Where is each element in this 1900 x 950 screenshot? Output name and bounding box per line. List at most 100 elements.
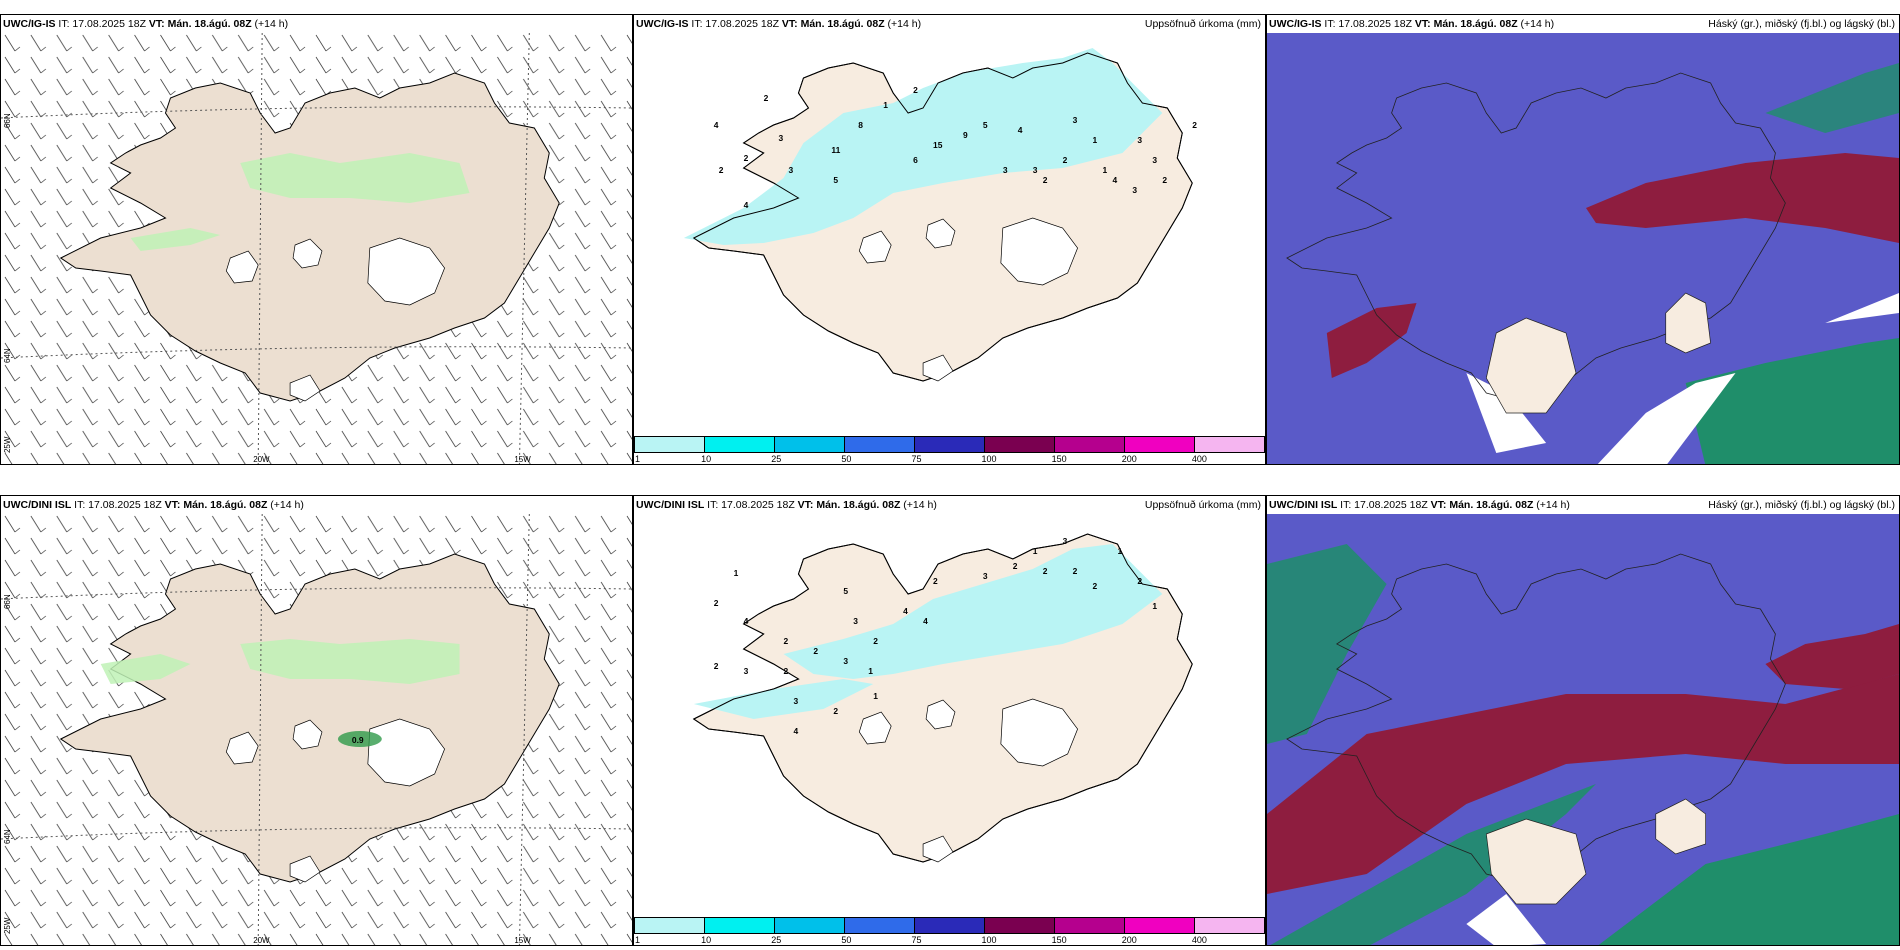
precip-colorbar: 1 10 25 50 75 100 150 200 400 bbox=[634, 917, 1265, 945]
colorbar-cell bbox=[1125, 918, 1195, 933]
colorbar-cell bbox=[775, 918, 845, 933]
colorbar-cell bbox=[915, 918, 985, 933]
precip-value: 8 bbox=[858, 120, 863, 130]
colorbar-cell bbox=[1055, 918, 1125, 933]
grid-label-20w: 20W bbox=[253, 455, 270, 464]
precip-value: 3 bbox=[1132, 185, 1137, 195]
svg-text:25W: 25W bbox=[3, 917, 12, 934]
precip-value: 4 bbox=[744, 200, 749, 210]
high-cloud-area bbox=[1585, 153, 1899, 243]
panel-title: Uppsöfnuð úrkoma (mm) bbox=[1144, 18, 1261, 30]
wind-max-area bbox=[337, 731, 382, 747]
precip-value: 2 bbox=[1043, 566, 1048, 576]
colorbar-tick: 200 bbox=[1121, 454, 1137, 464]
colorbar-cell bbox=[845, 918, 915, 933]
green-wind-area bbox=[240, 153, 470, 203]
precip-value: 2 bbox=[1137, 576, 1142, 586]
precip-map: 2 4 3 2 2 3 4 5 8 11 15 9 5 4 6 3 3 2 2 1 3 2 1 1 3 4 3 2 3 2 bbox=[634, 33, 1265, 436]
panel-header: UWC/IG-IS IT: 17.08.2025 18Z VT: Mán. 18… bbox=[634, 15, 1265, 33]
precip-area bbox=[683, 48, 1163, 245]
precip-value: 3 bbox=[843, 656, 848, 666]
precip-value: 4 bbox=[793, 726, 798, 736]
precip-value: 2 bbox=[833, 706, 838, 716]
panel-header: UWC/IG-IS IT: 17.08.2025 18Z VT: Mán. 18… bbox=[1267, 15, 1899, 33]
panel-header: UWC/DINI ISL IT: 17.08.2025 18Z VT: Mán.… bbox=[1267, 496, 1899, 514]
map-panel-wind-top: UWC/IG-IS IT: 17.08.2025 18Z VT: Mán. 18… bbox=[0, 14, 633, 465]
colorbar-tick: 200 bbox=[1121, 935, 1137, 945]
colorbar-cell bbox=[1125, 437, 1195, 452]
precip-value: 2 bbox=[913, 85, 918, 95]
precip-value: 3 bbox=[1063, 536, 1068, 546]
precip-value: 1 bbox=[868, 666, 873, 676]
precip-value: 1 bbox=[873, 691, 878, 701]
colorbar-tick: 75 bbox=[911, 935, 922, 945]
colorbar-tick: 75 bbox=[911, 454, 922, 464]
panel-header: UWC/DINI ISL IT: 17.08.2025 18Z VT: Mán.… bbox=[3, 499, 304, 511]
precip-value: 15 bbox=[933, 140, 943, 150]
precip-value: 1 bbox=[883, 100, 888, 110]
svg-text:20W: 20W bbox=[253, 936, 270, 945]
precip-value: 2 bbox=[1043, 175, 1048, 185]
precip-value: 2 bbox=[764, 93, 769, 103]
colorbar-cell bbox=[1055, 437, 1125, 452]
precip-value: 2 bbox=[873, 636, 878, 646]
precip-value: 1 bbox=[1152, 601, 1157, 611]
precip-value: 3 bbox=[1003, 165, 1008, 175]
precip-value: 4 bbox=[714, 120, 719, 130]
cloud-map bbox=[1267, 33, 1899, 464]
colorbar-cell bbox=[985, 918, 1055, 933]
precip-colorbar: 1 10 25 50 75 100 150 200 400 bbox=[634, 436, 1265, 464]
cloud-map bbox=[1267, 514, 1899, 945]
colorbar-cell bbox=[635, 437, 705, 452]
precip-value: 2 bbox=[1192, 120, 1197, 130]
colorbar-cell bbox=[775, 437, 845, 452]
precip-value: 3 bbox=[1073, 115, 1078, 125]
precip-value: 11 bbox=[831, 145, 840, 155]
precip-value: 3 bbox=[1137, 135, 1142, 145]
grid-label-66n: 66N bbox=[3, 113, 12, 128]
colorbar-tick: 400 bbox=[1191, 935, 1207, 945]
colorbar-tick: 1 bbox=[635, 935, 641, 945]
colorbar-tick: 150 bbox=[1051, 935, 1067, 945]
precip-value: 2 bbox=[784, 666, 789, 676]
precip-value: 4 bbox=[1018, 125, 1023, 135]
precip-value: 1 bbox=[1093, 135, 1098, 145]
colorbar-cell bbox=[635, 918, 705, 933]
precip-value: 1 bbox=[734, 568, 739, 578]
colorbar-tick: 50 bbox=[841, 454, 852, 464]
precip-value: 3 bbox=[983, 571, 988, 581]
colorbar-cell bbox=[705, 437, 775, 452]
colorbar-cell bbox=[705, 918, 775, 933]
precip-value: 2 bbox=[1162, 175, 1167, 185]
svg-text:15W: 15W bbox=[514, 936, 531, 945]
grid-label-64n: 64N bbox=[3, 348, 12, 363]
colorbar-tick: 1 bbox=[635, 454, 641, 464]
precip-value: 3 bbox=[793, 696, 798, 706]
colorbar-cell bbox=[915, 437, 985, 452]
colorbar-tick: 400 bbox=[1191, 454, 1207, 464]
svg-text:64N: 64N bbox=[3, 829, 12, 844]
map-panel-precip-top: UWC/IG-IS IT: 17.08.2025 18Z VT: Mán. 18… bbox=[633, 14, 1266, 465]
precip-value: 5 bbox=[833, 175, 838, 185]
wind-map: 20W 15W 66N 64N 25W bbox=[1, 33, 632, 464]
precip-value: 2 bbox=[744, 153, 749, 163]
panel-header: UWC/IG-IS IT: 17.08.2025 18Z VT: Mán. 18… bbox=[3, 18, 289, 30]
precip-value: 3 bbox=[1033, 165, 1038, 175]
precip-value: 1 bbox=[1103, 165, 1108, 175]
precip-value: 2 bbox=[714, 661, 719, 671]
colorbar-cell bbox=[1195, 918, 1264, 933]
panel-header: UWC/DINI ISL IT: 17.08.2025 18Z VT: Mán.… bbox=[634, 496, 1265, 514]
precip-value: 2 bbox=[784, 636, 789, 646]
precip-value: 3 bbox=[789, 165, 794, 175]
precip-value: 2 bbox=[1093, 581, 1098, 591]
low-cloud-area bbox=[1685, 338, 1899, 464]
precip-value: 4 bbox=[744, 616, 749, 626]
grid-label-25w: 25W bbox=[3, 436, 12, 453]
map-panel-clouds-bottom: UWC/DINI ISL IT: 17.08.2025 18Z VT: Mán.… bbox=[1266, 495, 1900, 946]
colorbar-tick: 10 bbox=[701, 454, 712, 464]
colorbar-tick: 100 bbox=[981, 935, 997, 945]
panel-title: Uppsöfnuð úrkoma (mm) bbox=[1144, 499, 1261, 511]
precip-value: 2 bbox=[719, 165, 724, 175]
